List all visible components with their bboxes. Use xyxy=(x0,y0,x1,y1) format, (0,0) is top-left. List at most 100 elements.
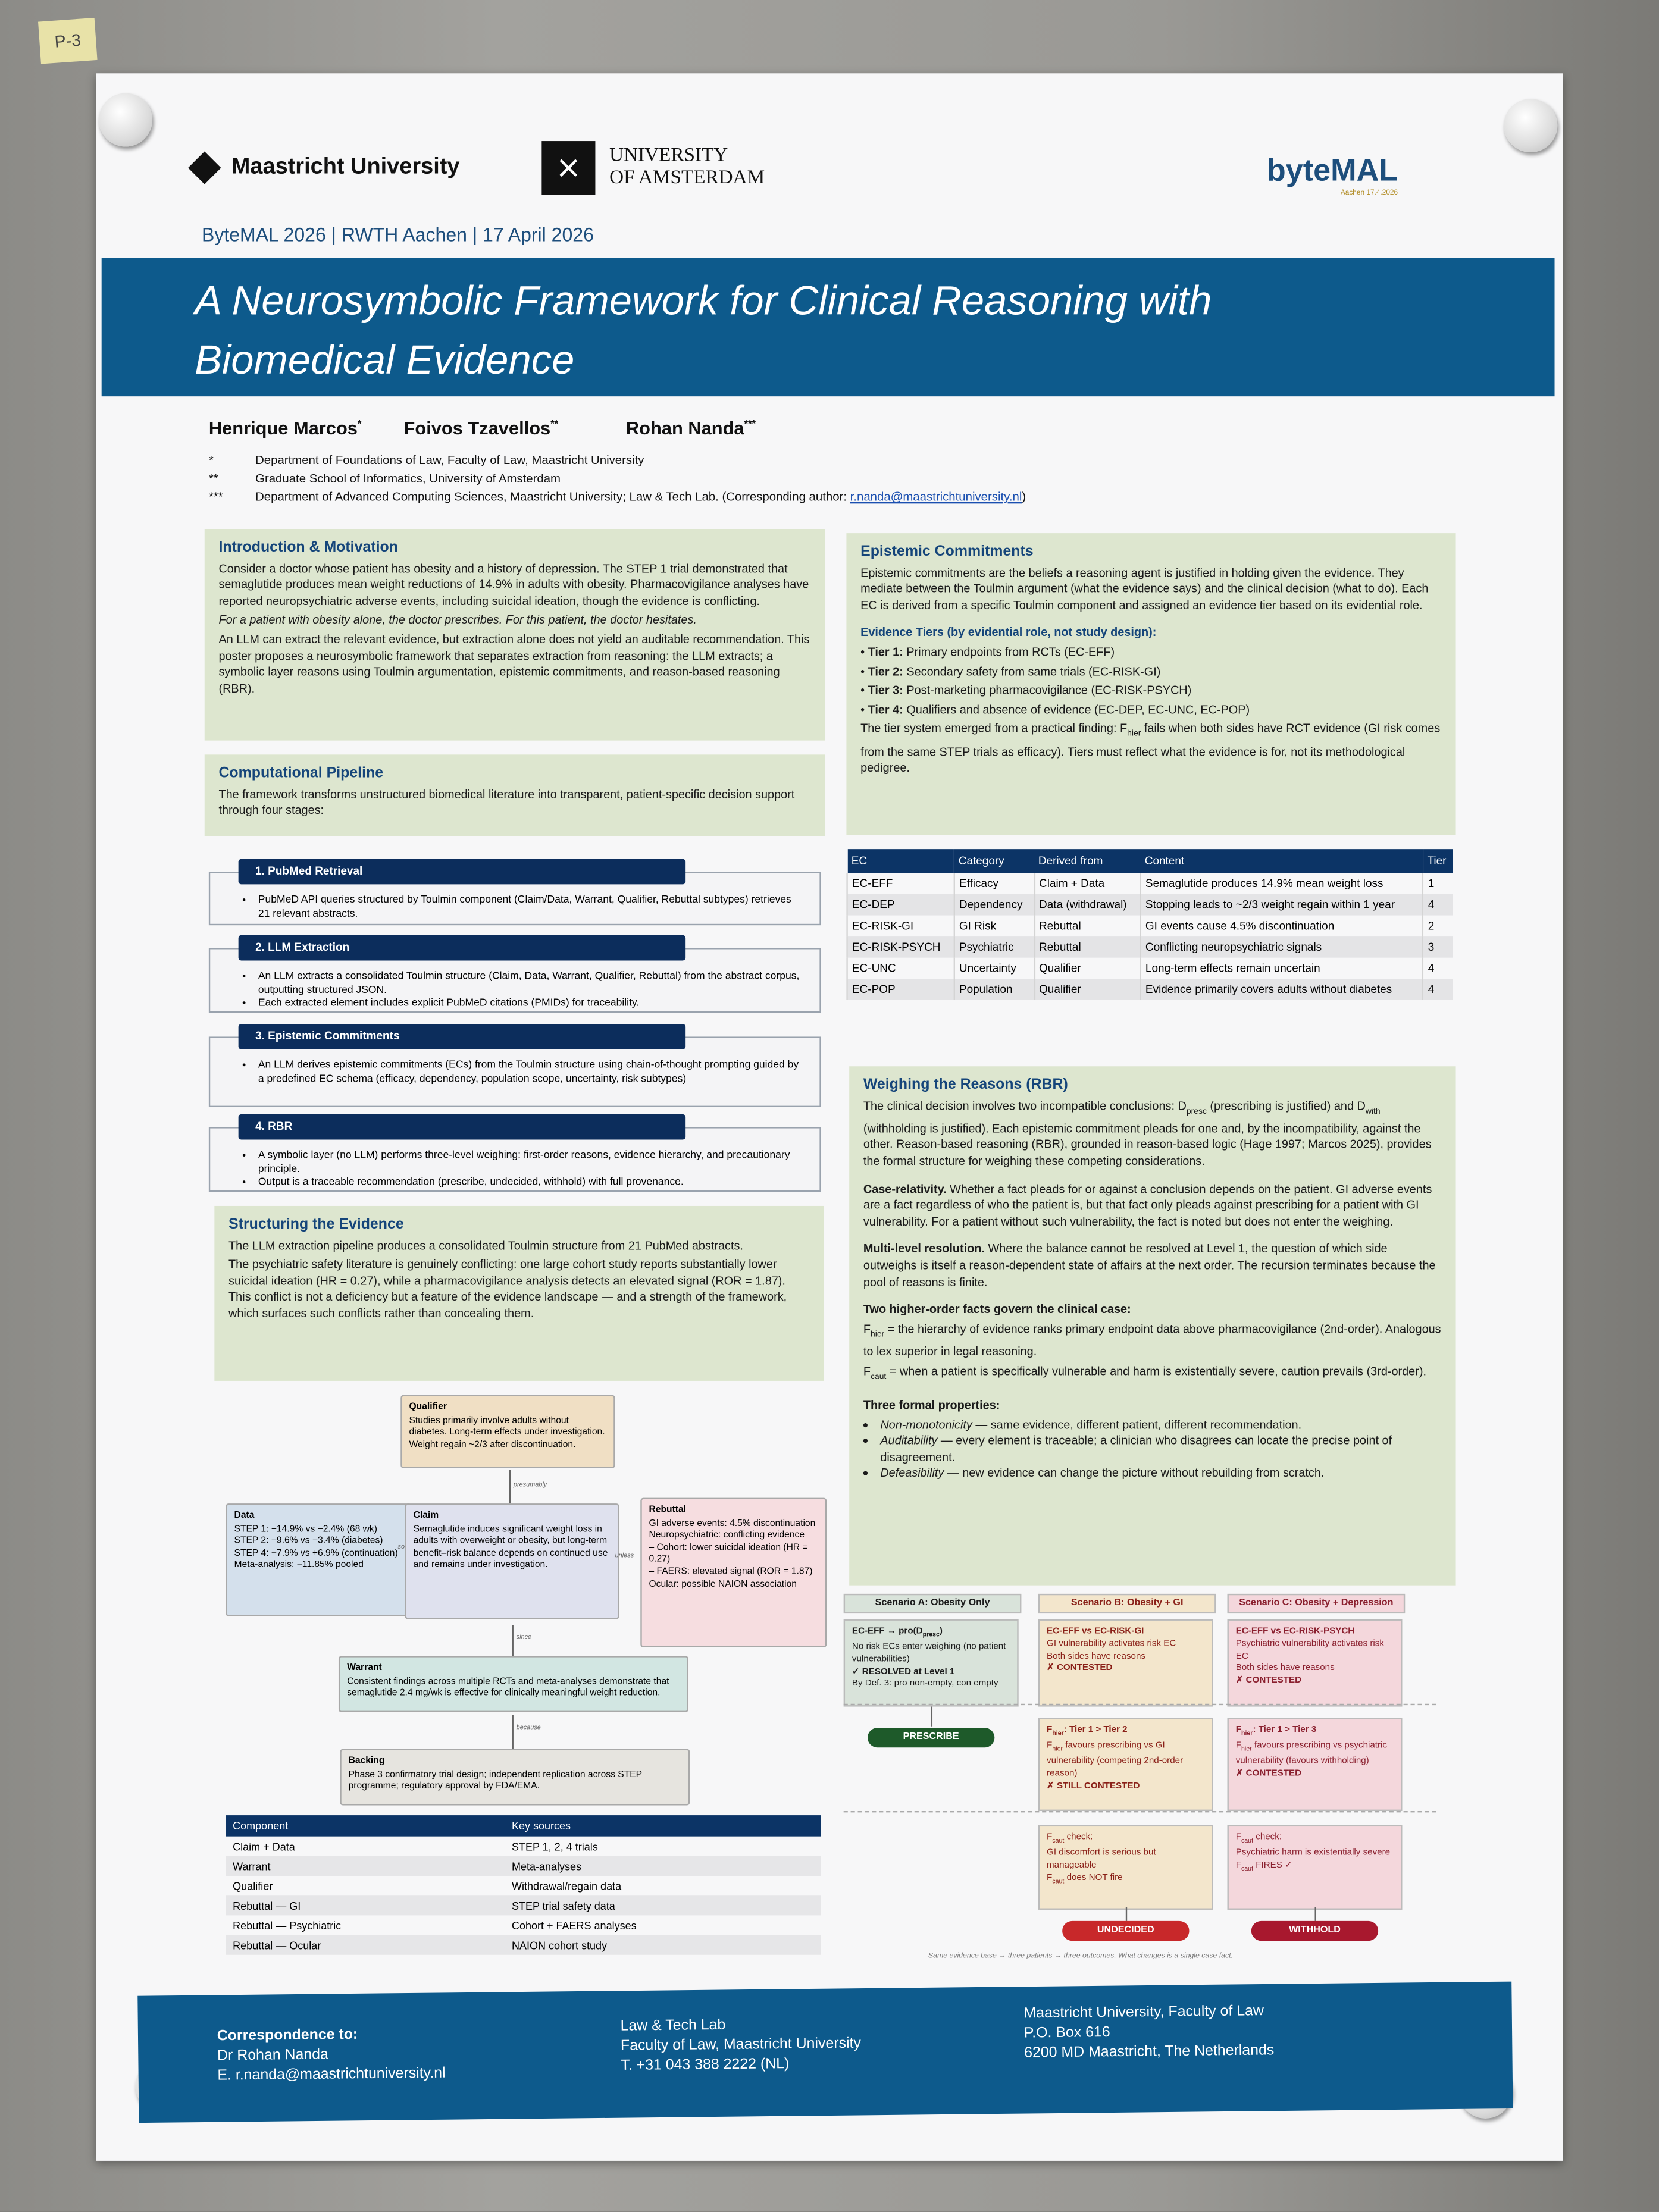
table-cell: EC-UNC xyxy=(846,957,954,979)
tier-item: • Tier 3: Post-marketing pharmacovigilan… xyxy=(860,682,1192,697)
maastricht-logo: Maastricht University xyxy=(188,151,459,184)
scenario-title: Scenario B: Obesity + GI xyxy=(1038,1593,1216,1614)
scenario-title: Scenario A: Obesity Only xyxy=(843,1593,1022,1614)
flow-arrow xyxy=(931,1706,933,1727)
uva-logo: ⨯ UNIVERSITY OF AMSTERDAM xyxy=(541,141,765,195)
scenario-l1: EC-EFF vs EC-RISK-PSYCH Psychiatric vulne… xyxy=(1227,1619,1403,1707)
footer-line: Faculty of Law, Maastricht University xyxy=(620,2035,862,2054)
pipeline-stage: 2. LLM Extraction An LLM extracts a conso… xyxy=(208,935,821,1013)
column-header: Category xyxy=(954,849,1034,873)
data-node: Data STEP 1: −14.9% vs −2.4% (68 wk) STEP … xyxy=(226,1503,412,1616)
authors: Henrique Marcos* Foivos Tzavellos** Roha… xyxy=(209,418,756,439)
outcome-undecided: UNDECIDED xyxy=(1062,1920,1190,1941)
rebuttal-line: Neuropsychiatric: conflicting evidence xyxy=(649,1530,805,1541)
component-row: Warrant Meta-analyses xyxy=(226,1856,821,1876)
author: Foivos Tzavellos** xyxy=(403,417,559,439)
table-cell: 4 xyxy=(1422,979,1453,1000)
logo-text: byteMAL xyxy=(1266,152,1398,188)
stage-title: 1. PubMed Retrieval xyxy=(238,859,686,885)
footer-line: T. +31 043 388 2222 (NL) xyxy=(621,2055,790,2075)
footer-contact: Correspondence to: Dr Rohan Nanda E. r.nan… xyxy=(217,2024,446,2086)
table-cell: Rebuttal xyxy=(1033,915,1141,937)
rebuttal-line: – Cohort: lower suicidal ideation (HR = … xyxy=(649,1543,808,1565)
email-link[interactable]: r.nanda@maastrichtuniversity.nl xyxy=(850,489,1022,504)
data-line: STEP 2: −9.6% vs −3.4% (diabetes) xyxy=(234,1536,383,1546)
column-header: Derived from xyxy=(1034,849,1141,873)
logo-text: UNIVERSITY xyxy=(609,145,728,167)
table-cell: Claim + Data xyxy=(233,1840,295,1853)
table-cell: Conflicting neuropsychiatric signals xyxy=(1140,936,1423,958)
table-cell: Warrant xyxy=(226,1856,505,1876)
table-cell: STEP 1, 2, 4 trials xyxy=(511,1840,598,1853)
property-item: Defeasibility — new evidence can change … xyxy=(880,1466,1442,1482)
table-cell: Efficacy xyxy=(953,873,1034,895)
scenario-l1: EC-EFF vs EC-RISK-GI GI vulnerability act… xyxy=(1038,1619,1213,1707)
footer-line: E. r.nanda@maastrichtuniversity.nl xyxy=(217,2064,446,2084)
table-cell: Cohort + FAERS analyses xyxy=(511,1919,637,1932)
stage-title: 3. Epistemic Commitments xyxy=(238,1024,686,1049)
section-heading: Introduction & Motivation xyxy=(218,538,398,556)
column-header: Content xyxy=(1140,849,1423,873)
title-line: A Neurosymbolic Framework for Clinical R… xyxy=(195,279,1212,325)
table-cell: Dependency xyxy=(953,894,1034,916)
table-cell: EC-RISK-PSYCH xyxy=(846,936,954,958)
logo-text: OF AMSTERDAM xyxy=(609,168,765,189)
data-line: STEP 1: −14.9% vs −2.4% (68 wk) xyxy=(234,1524,377,1534)
stage-bullet: Output is a traceable recommendation (pr… xyxy=(258,1175,800,1189)
section-heading: Computational Pipeline xyxy=(218,764,384,782)
table-cell: Uncertainty xyxy=(953,957,1034,979)
section-heading: Epistemic Commitments xyxy=(860,543,1034,560)
tier-item: • Tier 4: Qualifiers and absence of evid… xyxy=(860,702,1250,716)
footer-line: Dr Rohan Nanda xyxy=(217,2046,329,2064)
stage-bullet: A symbolic layer (no LLM) performs three… xyxy=(258,1148,800,1175)
stage-bullet: Each extracted element includes explicit… xyxy=(258,996,800,1010)
author: Rohan Nanda*** xyxy=(625,417,756,439)
table-cell: Semaglutide produces 14.9% mean weight l… xyxy=(1140,873,1423,895)
component-row: Rebuttal — Ocular NAION cohort study xyxy=(226,1935,821,1955)
ec-row: EC-UNC Uncertainty Qualifier Long-term effe… xyxy=(846,957,1453,979)
pin xyxy=(1504,98,1558,153)
column-header: Tier xyxy=(1423,849,1453,873)
edge-label: unless xyxy=(615,1551,634,1559)
table-cell: Qualifier xyxy=(1033,957,1141,979)
rebuttal-line: GI adverse events: 4.5% discontinuation xyxy=(649,1518,816,1528)
column-header: Key sources xyxy=(505,1815,821,1837)
table-cell: Claim + Data xyxy=(1033,873,1141,895)
affiliations: * Department of Foundations of Law, Facul… xyxy=(208,452,1026,504)
poster-id-note: P-3 xyxy=(38,17,98,64)
pin xyxy=(98,93,153,147)
table-cell: Rebuttal — Psychiatric xyxy=(233,1919,342,1932)
table-cell: 4 xyxy=(1422,894,1453,916)
stage-bullet: An LLM derives epistemic commitments (EC… xyxy=(258,1058,800,1085)
table-cell: Withdrawal/regain data xyxy=(511,1879,622,1893)
data-line: STEP 4: −7.9% vs +6.9% (continuation) xyxy=(234,1548,398,1559)
flow-arrow xyxy=(1125,1907,1128,1921)
footer-line: Law & Tech Lab xyxy=(620,2016,726,2035)
structuring-section: Structuring the Evidence The LLM extracti… xyxy=(214,1205,824,1381)
table-cell: EC-RISK-GI xyxy=(846,915,954,937)
table-cell: GI Risk xyxy=(953,915,1034,937)
component-row: Claim + Data STEP 1, 2, 4 trials xyxy=(226,1837,821,1856)
table-cell: Qualifier xyxy=(233,1879,273,1893)
ec-row: EC-DEP Dependency Data (withdrawal) Stoppin… xyxy=(846,894,1453,916)
ec-row: EC-EFF Efficacy Claim + Data Semaglutide pr… xyxy=(846,873,1453,895)
table-cell: Psychiatric xyxy=(953,936,1034,958)
toulmin-diagram: Qualifier Studies primarily involve adult… xyxy=(212,1385,832,1808)
pipeline-section: Computational Pipeline The framework tran… xyxy=(204,754,825,836)
table-cell: Long-term effects remain uncertain xyxy=(1140,957,1423,979)
outcome-prescribe: PRESCRIBE xyxy=(867,1728,995,1748)
table-cell: Meta-analyses xyxy=(505,1856,821,1876)
property-item: Non-monotonicity — same evidence, differ… xyxy=(880,1417,1442,1433)
scenario-caption: Same evidence base → three patients → th… xyxy=(928,1952,1233,1961)
table-cell: EC-POP xyxy=(846,979,954,1000)
level-divider xyxy=(843,1703,1436,1706)
table-cell: EC-DEP xyxy=(846,894,954,916)
table-cell: Population xyxy=(953,979,1034,1000)
section-heading: Weighing the Reasons (RBR) xyxy=(863,1076,1068,1094)
component-row: Rebuttal — Psychiatric Cohort + FAERS ana… xyxy=(226,1915,821,1935)
edge-label: since xyxy=(516,1633,532,1641)
ec-row: EC-RISK-PSYCH Psychiatric Rebuttal Conflict… xyxy=(846,936,1453,958)
footer-line: 6200 MD Maastricht, The Netherlands xyxy=(1024,2041,1275,2061)
intro-section: Introduction & Motivation Consider a doc… xyxy=(204,529,825,741)
